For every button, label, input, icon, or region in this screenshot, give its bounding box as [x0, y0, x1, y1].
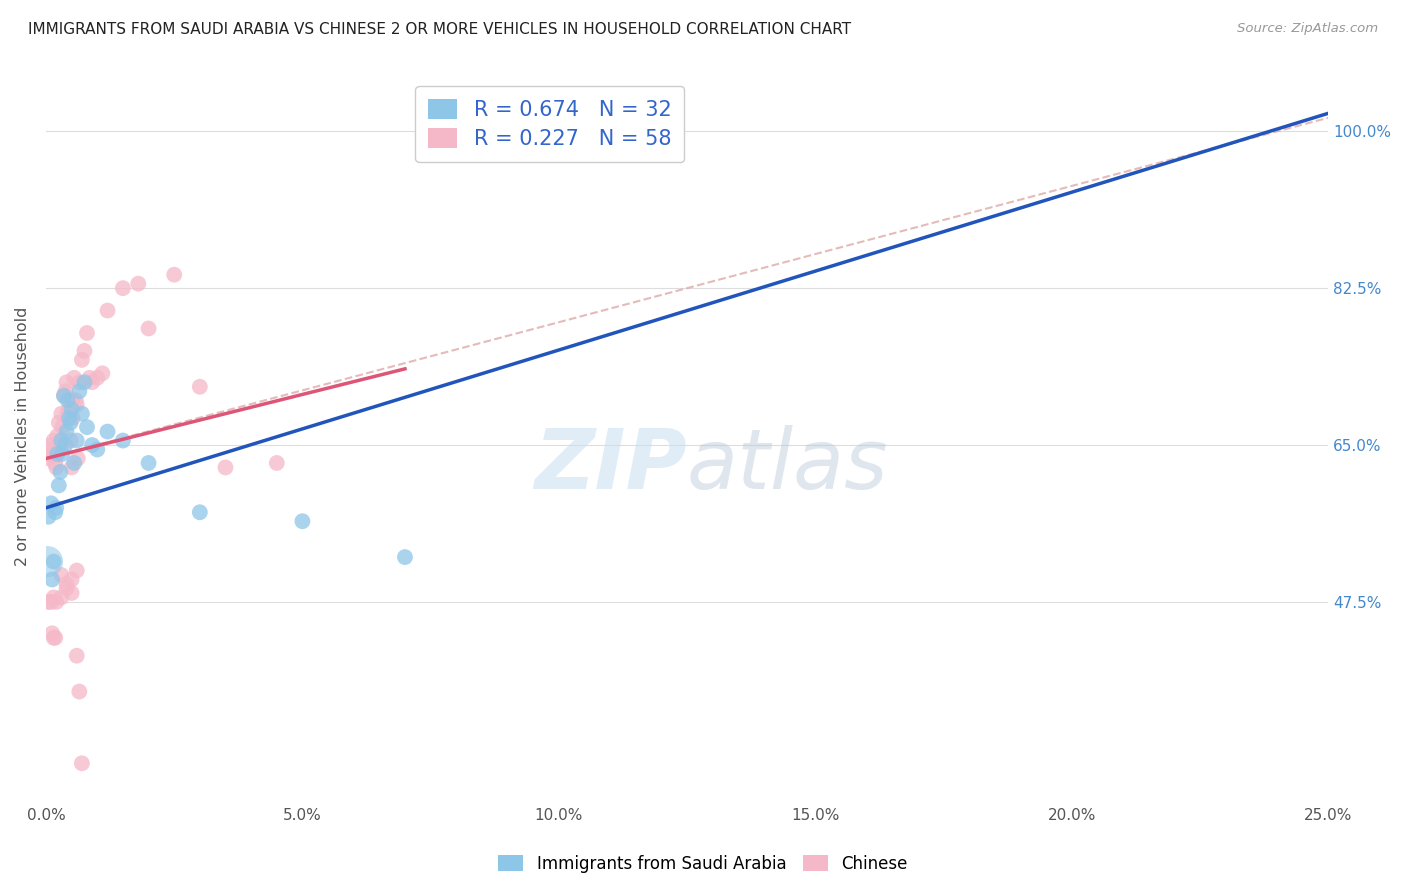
- Point: [79, 371, 101, 385]
- Point: [51, 434, 73, 448]
- Point: [55, 438, 77, 452]
- Point: [82, 438, 104, 452]
- Point: [39, 496, 62, 510]
- Point: [63, 371, 86, 385]
- Point: [51, 568, 73, 582]
- Point: [67, 376, 90, 390]
- Point: [55, 577, 77, 591]
- Point: [214, 460, 236, 475]
- Point: [76, 326, 98, 340]
- Point: [111, 434, 134, 448]
- Point: [60, 573, 83, 587]
- Point: [45, 460, 67, 475]
- Point: [39, 438, 62, 452]
- Point: [60, 393, 83, 408]
- Point: [45, 500, 67, 515]
- Point: [45, 595, 67, 609]
- Point: [55, 582, 77, 596]
- Point: [291, 514, 314, 528]
- Point: [66, 434, 89, 448]
- Point: [63, 456, 86, 470]
- Point: [86, 371, 108, 385]
- Point: [70, 352, 93, 367]
- Point: [44, 456, 66, 470]
- Point: [73, 376, 96, 390]
- Point: [52, 389, 75, 403]
- Text: Source: ZipAtlas.com: Source: ZipAtlas.com: [1237, 22, 1378, 36]
- Point: [82, 376, 104, 390]
- Point: [67, 684, 90, 698]
- Point: [51, 591, 73, 605]
- Point: [39, 447, 62, 461]
- Point: [138, 321, 160, 335]
- Point: [55, 384, 77, 399]
- Text: ZIP: ZIP: [534, 425, 688, 506]
- Y-axis label: 2 or more Vehicles in Household: 2 or more Vehicles in Household: [15, 306, 30, 566]
- Point: [58, 411, 80, 425]
- Point: [394, 550, 416, 565]
- Point: [41, 626, 63, 640]
- Point: [55, 425, 77, 439]
- Text: IMMIGRANTS FROM SAUDI ARABIA VS CHINESE 2 OR MORE VEHICLES IN HOUSEHOLD CORRELAT: IMMIGRANTS FROM SAUDI ARABIA VS CHINESE …: [28, 22, 851, 37]
- Point: [62, 411, 84, 425]
- Point: [73, 343, 96, 358]
- Point: [55, 376, 77, 390]
- Point: [56, 393, 79, 408]
- Point: [91, 367, 114, 381]
- Point: [188, 380, 211, 394]
- Point: [59, 434, 82, 448]
- Point: [51, 447, 73, 461]
- Point: [48, 416, 70, 430]
- Point: [163, 268, 186, 282]
- Point: [37, 555, 59, 569]
- Point: [46, 447, 69, 461]
- Point: [42, 434, 65, 448]
- Point: [67, 384, 90, 399]
- Point: [52, 389, 75, 403]
- Point: [66, 398, 89, 412]
- Point: [127, 277, 149, 291]
- Point: [70, 756, 93, 771]
- Point: [41, 573, 63, 587]
- Point: [46, 429, 69, 443]
- Point: [96, 425, 118, 439]
- Point: [42, 591, 65, 605]
- Text: atlas: atlas: [688, 425, 889, 506]
- Point: [60, 586, 83, 600]
- Point: [60, 402, 83, 417]
- Point: [39, 595, 62, 609]
- Point: [138, 456, 160, 470]
- Legend: Immigrants from Saudi Arabia, Chinese: Immigrants from Saudi Arabia, Chinese: [492, 848, 914, 880]
- Point: [188, 505, 211, 519]
- Point: [60, 460, 83, 475]
- Point: [96, 303, 118, 318]
- Point: [41, 442, 63, 457]
- Point: [44, 631, 66, 645]
- Point: [42, 555, 65, 569]
- Point: [44, 505, 66, 519]
- Point: [86, 442, 108, 457]
- Point: [49, 465, 72, 479]
- Point: [48, 478, 70, 492]
- Legend: R = 0.674   N = 32, R = 0.227   N = 58: R = 0.674 N = 32, R = 0.227 N = 58: [415, 87, 683, 161]
- Point: [59, 416, 82, 430]
- Point: [58, 402, 80, 417]
- Point: [111, 281, 134, 295]
- Point: [56, 407, 79, 421]
- Point: [266, 456, 288, 470]
- Point: [70, 407, 93, 421]
- Point: [51, 407, 73, 421]
- Point: [38, 595, 60, 609]
- Point: [42, 631, 65, 645]
- Point: [49, 438, 72, 452]
- Point: [76, 420, 98, 434]
- Point: [38, 509, 60, 524]
- Point: [51, 420, 73, 434]
- Point: [66, 564, 89, 578]
- Point: [65, 393, 87, 408]
- Point: [66, 648, 89, 663]
- Point: [38, 451, 60, 466]
- Point: [66, 451, 89, 466]
